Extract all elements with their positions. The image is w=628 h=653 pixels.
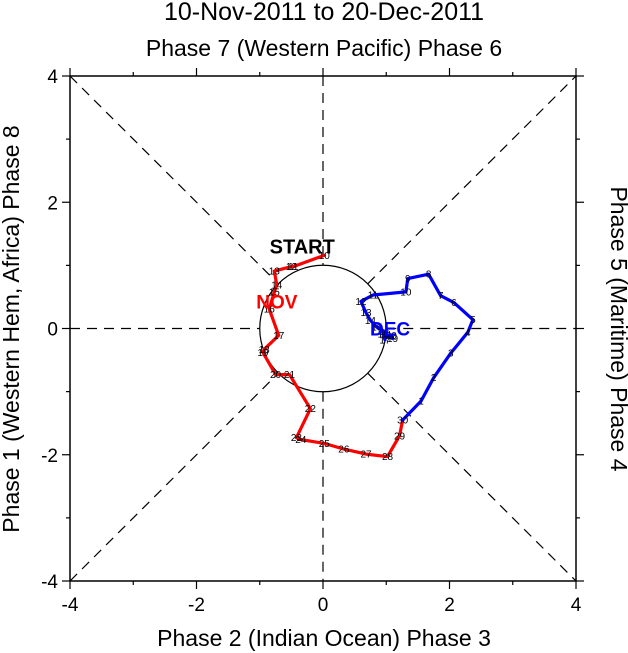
x-tick-label: 2: [444, 595, 455, 616]
day-label: 8: [426, 270, 432, 281]
day-label: 12: [286, 262, 298, 273]
day-label: 9: [405, 274, 411, 285]
diagonal-line-bottom-left: [69, 372, 279, 582]
day-label: 17: [273, 331, 285, 342]
y-tick-label: 0: [47, 320, 58, 341]
y-tick-label: -2: [41, 446, 58, 467]
day-label: 14: [271, 280, 283, 291]
day-label: 13: [269, 267, 281, 278]
day-label: 29: [394, 431, 406, 442]
day-label: 19: [387, 334, 399, 345]
diagonal-line-top-left: [69, 75, 279, 285]
day-label: 7: [438, 291, 444, 302]
day-label: 5: [470, 315, 476, 326]
day-label: 14: [365, 316, 377, 327]
day-label: 15: [371, 323, 383, 334]
diagonal-line-bottom-right: [367, 372, 577, 582]
right-phase-label: Phase 5 (Maritime) Phase 4: [606, 186, 628, 471]
day-label: 25: [319, 439, 331, 450]
x-tick-label: 4: [571, 595, 582, 616]
day-label: 11: [288, 262, 299, 273]
day-label: 1: [418, 397, 424, 408]
day-label: 17: [379, 335, 391, 346]
series-line-nov: [261, 253, 405, 459]
day-label: 4: [465, 328, 471, 339]
day-label: 18: [259, 345, 271, 356]
day-label: 23: [291, 433, 303, 444]
y-tick-label: -4: [41, 572, 58, 593]
x-tick-label: -2: [188, 595, 205, 616]
day-label: 20: [386, 331, 398, 342]
y-tick-label: 4: [47, 67, 58, 88]
day-label: 13: [360, 308, 372, 319]
month-label-dec: DEC: [370, 320, 410, 341]
bottom-phase-label: Phase 2 (Indian Ocean) Phase 3: [157, 625, 491, 651]
series-line-dec: [359, 272, 475, 422]
day-label: 12: [355, 297, 367, 308]
day-label: 30: [397, 416, 409, 427]
x-tick-label: 0: [318, 595, 329, 616]
day-label: 26: [338, 445, 350, 456]
day-label: 16: [264, 304, 276, 315]
month-label-nov: NOV: [256, 292, 298, 313]
day-label: 21: [284, 370, 296, 381]
day-label: 10: [319, 251, 331, 262]
x-tick-label: -4: [62, 595, 79, 616]
day-label: 20: [270, 370, 282, 381]
day-label: 10: [400, 287, 412, 298]
day-label: 16: [379, 327, 391, 338]
day-label: 3: [448, 349, 454, 360]
start-label: START: [270, 236, 335, 258]
day-label: 19: [257, 348, 269, 359]
unit-circle: [259, 264, 387, 393]
left-phase-label: Phase 1 (Western Hem, Africa) Phase 8: [0, 125, 24, 532]
day-label: 18: [378, 330, 390, 341]
day-label: 15: [269, 287, 281, 298]
day-label: 2: [431, 373, 437, 384]
day-label: 27: [360, 450, 372, 461]
day-label: 22: [305, 404, 317, 415]
day-label: 11: [368, 291, 379, 302]
y-tick-label: 2: [47, 193, 58, 214]
chart-title: 10-Nov-2011 to 20-Dec-2011: [164, 0, 484, 26]
day-label: 28: [382, 452, 394, 463]
day-label: 24: [295, 435, 307, 446]
day-label: 6: [451, 298, 457, 309]
top-phase-label: Phase 7 (Western Pacific) Phase 6: [146, 35, 502, 61]
diagonal-line-top-right: [367, 75, 577, 285]
